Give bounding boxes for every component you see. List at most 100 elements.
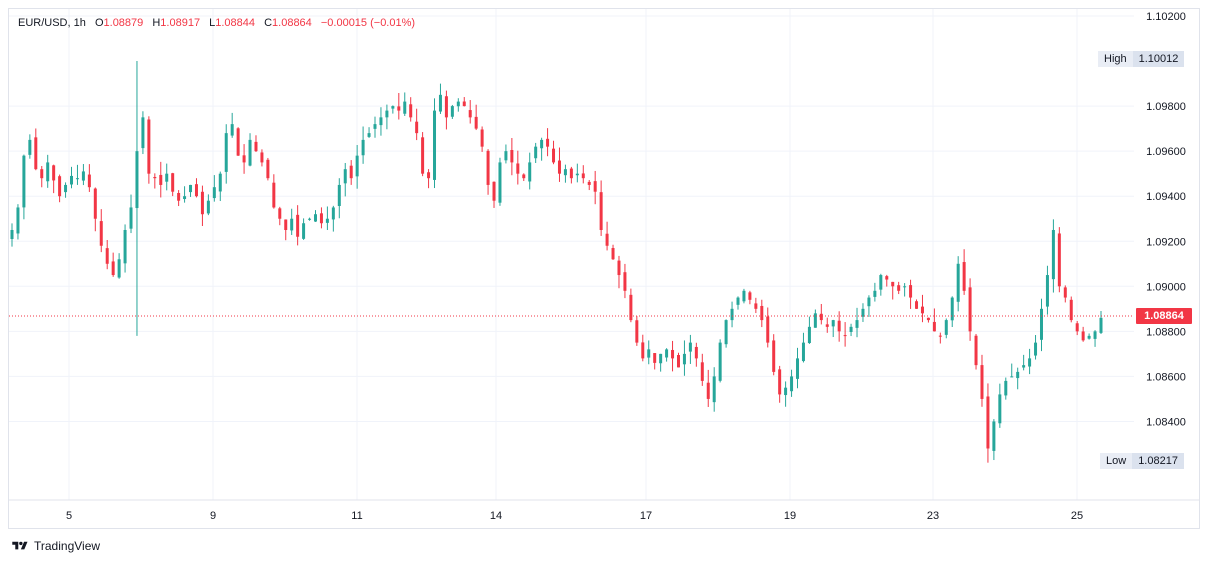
candle [986, 383, 990, 463]
candle [819, 303, 823, 325]
candle-body [730, 308, 734, 321]
candle-body [593, 181, 597, 192]
candle-body [248, 139, 252, 166]
candle [147, 116, 151, 184]
candle-body [99, 221, 103, 246]
candle-body [1057, 233, 1061, 287]
candle-body [659, 353, 663, 364]
candle-body [1039, 308, 1043, 340]
candle-body [1075, 323, 1079, 332]
candle [742, 288, 746, 304]
candle [361, 126, 365, 164]
legend-interval: 1h [73, 17, 86, 29]
candle-body [319, 213, 323, 224]
candle-body [337, 184, 341, 207]
candle [409, 97, 413, 122]
candle-body [926, 317, 930, 321]
candle [284, 219, 288, 241]
candle-body [909, 285, 913, 298]
candle [688, 334, 692, 364]
candle [28, 134, 32, 159]
x-tick-label: 9 [210, 510, 216, 522]
candle-body [938, 335, 942, 337]
tradingview-brand[interactable]: TradingView [10, 539, 100, 553]
candle [516, 150, 520, 185]
candle-body [290, 218, 294, 231]
candle [379, 107, 383, 136]
candle-body [944, 320, 948, 335]
candle [885, 274, 889, 287]
candle [849, 323, 853, 337]
candle-body [694, 346, 698, 359]
candle-body [867, 297, 871, 307]
candle [593, 170, 597, 205]
candle-body [617, 260, 621, 276]
candle-body [760, 305, 764, 321]
candle-body [58, 176, 62, 197]
candle [16, 204, 20, 240]
candle-body [754, 303, 758, 309]
candle-body [1022, 365, 1026, 368]
candle [206, 194, 210, 216]
candle-body [28, 139, 32, 155]
candle [260, 149, 264, 167]
candle-body [308, 218, 312, 220]
candle-body [123, 229, 127, 264]
candle [1028, 348, 1032, 375]
candle [778, 365, 782, 403]
candle-body [16, 207, 20, 234]
candle-body [671, 349, 675, 359]
candle-body [438, 94, 442, 112]
candle [748, 290, 752, 305]
candle [575, 163, 579, 183]
candle-body [444, 96, 448, 118]
candle-body [932, 321, 936, 332]
candle-body [212, 187, 216, 199]
candle-body [849, 326, 853, 332]
candle-body [498, 162, 502, 203]
y-tick-label: 1.10200 [1146, 11, 1186, 23]
candle [474, 104, 478, 131]
candle-body [194, 184, 198, 197]
candle [694, 342, 698, 367]
candle [10, 223, 14, 247]
candle [1087, 333, 1091, 340]
candle [1016, 367, 1020, 390]
candle [308, 217, 312, 221]
candle-body [552, 148, 556, 163]
candle-body [629, 294, 633, 321]
candle [87, 164, 91, 192]
candle [796, 347, 800, 389]
candle [290, 208, 294, 235]
candle-body [563, 169, 567, 176]
candle-body [790, 376, 794, 392]
candle [873, 282, 877, 302]
candle-body [367, 133, 371, 137]
candle-body [117, 259, 121, 278]
candle-body [581, 173, 585, 179]
candle [141, 111, 145, 155]
candle [331, 205, 335, 232]
candle-body [325, 218, 329, 223]
candle-body [64, 184, 68, 193]
candle [433, 98, 437, 189]
candle-body [825, 324, 829, 327]
candle [129, 194, 133, 234]
candle [599, 180, 603, 236]
candle-body [278, 208, 282, 219]
candle [52, 164, 56, 194]
candle-body [682, 353, 686, 365]
axis-layer: 1.10200 1.09800 1.09600 1.09400 1.09200 1.090… [66, 11, 1186, 522]
y-tick-label: 1.09000 [1146, 281, 1186, 293]
candle-body [1069, 299, 1073, 321]
x-tick-label: 23 [927, 510, 939, 522]
candle-body [724, 320, 728, 345]
candle [254, 135, 258, 153]
candle-body [635, 320, 639, 343]
candle-body [75, 178, 79, 180]
candle [581, 165, 585, 184]
candle [760, 299, 764, 328]
candle [546, 128, 550, 157]
legend-open-key: O [94, 17, 104, 29]
